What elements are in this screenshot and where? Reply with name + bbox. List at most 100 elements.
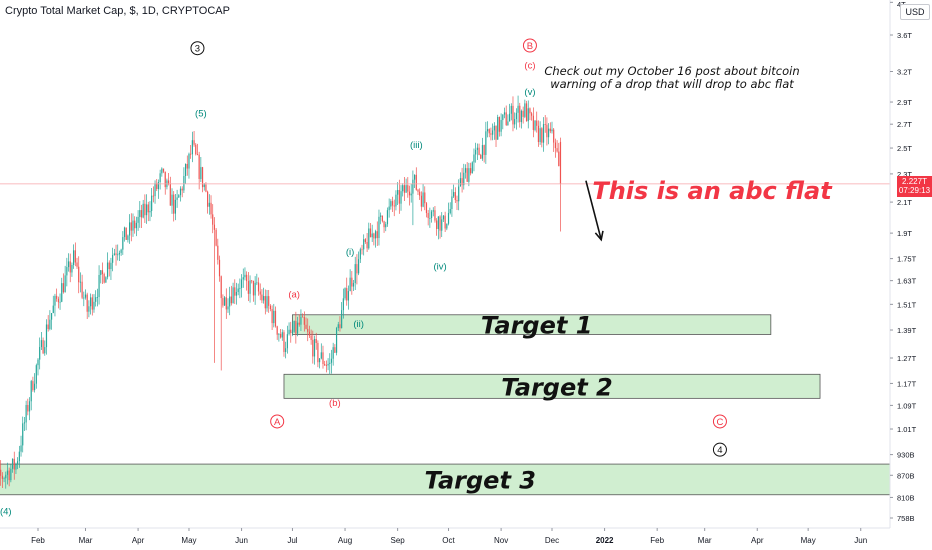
candle-body	[424, 192, 426, 204]
candle-body	[305, 324, 307, 329]
candle-body	[558, 151, 560, 167]
candle-body	[115, 253, 117, 255]
candle-body	[514, 119, 516, 125]
candle-body	[473, 154, 475, 163]
candle-body	[464, 168, 467, 173]
candle-body	[183, 176, 185, 191]
candle-body	[276, 326, 278, 335]
candle-body	[507, 121, 509, 126]
down-arrow-shaft	[585, 180, 602, 240]
candle-body	[376, 231, 378, 239]
currency-button[interactable]: USD	[900, 4, 930, 20]
candle-body	[339, 324, 341, 329]
candle-body	[17, 461, 19, 465]
candle-body	[49, 319, 51, 330]
candle-body	[366, 241, 368, 249]
candle-body	[52, 305, 54, 313]
y-tick-label: 1.9T	[897, 229, 912, 238]
target-zone-label: Target 2	[501, 373, 613, 401]
candle-body	[93, 301, 95, 310]
candle-body	[312, 339, 314, 357]
wave-label: (c)	[524, 60, 535, 71]
candle-body	[188, 153, 190, 169]
x-axis[interactable]: Feb Mar Apr May Jun Jul Aug Sep Oct Nov Dec 2022 Feb…	[0, 527, 890, 545]
candle-body	[515, 112, 517, 120]
candle-body	[152, 195, 154, 197]
candle-body	[263, 296, 265, 301]
candle-body	[537, 125, 540, 143]
candle-body	[100, 270, 102, 275]
candle-body	[544, 124, 546, 125]
candle-body	[475, 149, 477, 155]
candle-body	[274, 310, 277, 327]
candle-body	[105, 277, 107, 283]
candle-body	[403, 185, 406, 193]
candle-body	[217, 245, 219, 260]
candle-body	[193, 140, 195, 145]
candle-body	[505, 112, 507, 126]
candle-body	[145, 204, 148, 216]
candle-body	[361, 249, 363, 251]
candle-body	[444, 215, 446, 229]
candle-body	[417, 189, 419, 192]
candle-body	[322, 352, 324, 365]
candle-body	[224, 297, 226, 306]
candle-body	[181, 188, 183, 191]
y-axis-panel	[890, 0, 932, 550]
candle-body	[134, 220, 136, 229]
candle-body	[151, 195, 153, 211]
y-tick-label: 1.09T	[897, 401, 917, 410]
candle-body	[373, 233, 375, 239]
candle-body	[439, 216, 441, 231]
candle-body	[159, 173, 161, 182]
y-tick-label: 870B	[897, 471, 915, 480]
candle-body	[500, 120, 502, 132]
candle-body	[273, 310, 275, 324]
candle-body	[510, 105, 512, 114]
candle-body	[341, 310, 343, 329]
candle-body	[244, 274, 246, 278]
candle-body	[519, 105, 521, 123]
candle-body	[78, 266, 80, 283]
candle-body	[86, 294, 88, 312]
candle-body	[413, 174, 416, 180]
candle-body	[157, 181, 160, 190]
candle-body	[337, 324, 339, 329]
candle-body	[386, 210, 389, 225]
candle-body	[88, 306, 90, 312]
x-tick-label: Mar	[79, 536, 93, 545]
wave-label: B	[527, 41, 533, 52]
candle-body	[422, 192, 424, 207]
candle-body	[502, 114, 504, 121]
candle-body	[539, 128, 541, 143]
current-price-value: 2.227T	[902, 177, 927, 186]
candle-body	[254, 282, 256, 296]
candle-body	[174, 199, 177, 214]
candle-body	[139, 210, 141, 217]
candle-body	[37, 359, 39, 366]
candle-body	[96, 297, 98, 298]
candle-body	[62, 283, 65, 293]
candle-body	[113, 253, 115, 256]
candle-body	[522, 110, 524, 117]
candle-body	[57, 298, 59, 303]
candle-body	[466, 168, 468, 182]
candle-body	[451, 196, 453, 209]
candle-body	[380, 215, 382, 217]
y-tick-label: 1.17T	[897, 379, 917, 388]
candle-body	[127, 235, 129, 240]
candle-body	[429, 217, 431, 219]
candle-body	[293, 320, 295, 332]
candle-body	[408, 191, 411, 196]
candle-body	[259, 291, 261, 295]
candle-body	[232, 287, 234, 304]
candle-body	[427, 213, 429, 219]
candle-body	[481, 145, 484, 159]
candle-body	[50, 312, 53, 320]
countdown-timer: 07:29:13	[898, 186, 931, 195]
candle-body	[205, 184, 207, 192]
candle-body	[230, 296, 232, 304]
candle-body	[425, 203, 428, 214]
y-axis[interactable]: 4T3.6T3.2T2.9T2.7T2.5T2.3T2.1T1.9T1.75T1…	[889, 0, 932, 550]
